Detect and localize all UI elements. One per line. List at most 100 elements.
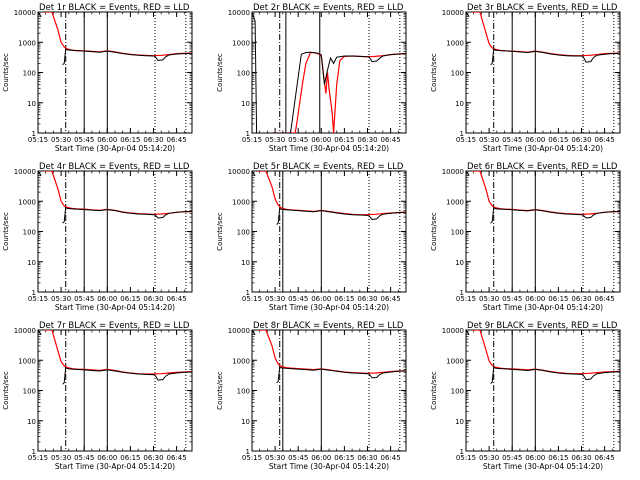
x-tick-label: 06:00 xyxy=(97,454,117,462)
y-tick-label: 100 xyxy=(23,70,36,78)
series-group xyxy=(38,171,192,224)
x-tick-label: 06:00 xyxy=(311,295,331,303)
chart-title: Det 4r BLACK = Events, RED = LLD xyxy=(39,162,190,172)
x-tick-label: 05:15 xyxy=(456,295,476,303)
y-tick-label: 10 xyxy=(455,259,464,267)
x-tick-label: 05:15 xyxy=(242,454,262,462)
x-tick-label: 05:45 xyxy=(288,295,308,303)
x-tick-label: 05:15 xyxy=(28,136,48,144)
plot-frame xyxy=(37,329,193,452)
y-axis-label: Counts/sec xyxy=(430,371,438,410)
y-tick-label: 100 xyxy=(451,229,464,237)
x-tick-label: 05:30 xyxy=(265,454,285,462)
chart-title: Det 1r BLACK = Events, RED = LLD xyxy=(39,3,190,13)
y-tick-label: 1 xyxy=(246,289,250,297)
x-tick-label: 06:15 xyxy=(548,454,568,462)
y-tick-label: 100 xyxy=(23,388,36,396)
plot-frame xyxy=(465,11,621,134)
y-tick-label: 1000 xyxy=(446,39,464,47)
y-tick-label: 10000 xyxy=(442,327,464,335)
x-tick-label: 06:45 xyxy=(595,295,615,303)
y-tick-label: 10000 xyxy=(228,327,250,335)
x-tick-label: 05:30 xyxy=(479,454,499,462)
lld-series-line xyxy=(258,171,406,216)
x-tick-label: 05:15 xyxy=(28,454,48,462)
x-tick-label: 06:45 xyxy=(381,295,401,303)
x-tick-label: 06:00 xyxy=(525,136,545,144)
x-tick-label: 05:45 xyxy=(288,136,308,144)
chart-title: Det 9r BLACK = Events, RED = LLD xyxy=(467,321,618,331)
y-tick-label: 1000 xyxy=(446,357,464,365)
x-tick-label: 05:15 xyxy=(242,295,262,303)
x-tick-label: 05:30 xyxy=(51,136,71,144)
x-tick-label: 06:15 xyxy=(548,295,568,303)
x-tick-label: 06:45 xyxy=(595,136,615,144)
x-tick-label: 05:30 xyxy=(51,454,71,462)
chart-panel-1: Det 1r BLACK = Events, RED = LLD 1 10 100 10… xyxy=(2,3,193,153)
x-tick-label: 06:15 xyxy=(548,136,568,144)
x-axis-label: Start Time (30-Apr-04 05:14:20) xyxy=(269,303,389,312)
x-axis-label: Start Time (30-Apr-04 05:14:20) xyxy=(483,303,603,312)
x-tick-label: 06:00 xyxy=(311,136,331,144)
x-tick-label: 06:45 xyxy=(381,454,401,462)
y-tick-label: 1000 xyxy=(232,39,250,47)
x-axis-label: Start Time (30-Apr-04 05:14:20) xyxy=(55,462,175,471)
x-tick-label: 06:45 xyxy=(167,295,187,303)
y-tick-label: 1000 xyxy=(18,198,36,206)
x-tick-label: 05:30 xyxy=(479,136,499,144)
chart-panel-4: Det 4r BLACK = Events, RED = LLD 1 10 100 10… xyxy=(2,162,193,312)
events-series-line xyxy=(38,171,192,224)
x-axis-label: Start Time (30-Apr-04 05:14:20) xyxy=(55,144,175,153)
x-tick-label: 06:15 xyxy=(334,454,354,462)
chart-title: Det 5r BLACK = Events, RED = LLD xyxy=(253,162,404,172)
x-tick-label: 06:15 xyxy=(120,454,140,462)
y-axis-label: Counts/sec xyxy=(2,371,10,410)
x-tick-label: 06:30 xyxy=(571,136,591,144)
y-tick-label: 1 xyxy=(32,289,36,297)
y-axis-label: Counts/sec xyxy=(2,212,10,251)
y-tick-label: 10000 xyxy=(14,327,36,335)
y-tick-label: 100 xyxy=(451,388,464,396)
y-tick-label: 10000 xyxy=(442,9,464,17)
y-tick-label: 1 xyxy=(460,448,464,456)
plot-frame xyxy=(251,170,407,293)
y-axis-label: Counts/sec xyxy=(430,53,438,92)
y-tick-label: 1000 xyxy=(232,357,250,365)
series-group xyxy=(38,330,192,385)
y-axis-label: Counts/sec xyxy=(216,371,224,410)
y-tick-label: 1 xyxy=(32,130,36,138)
y-tick-label: 1000 xyxy=(18,357,36,365)
y-axis-label: Counts/sec xyxy=(430,212,438,251)
x-tick-label: 06:30 xyxy=(143,136,163,144)
plot-frame xyxy=(37,170,193,293)
x-tick-label: 06:00 xyxy=(97,295,117,303)
x-tick-label: 05:30 xyxy=(265,136,285,144)
x-tick-label: 06:15 xyxy=(334,136,354,144)
series-group xyxy=(252,330,406,384)
events-series-line xyxy=(252,330,406,384)
y-tick-label: 10 xyxy=(241,418,250,426)
x-tick-label: 05:45 xyxy=(502,295,522,303)
x-tick-label: 06:30 xyxy=(571,295,591,303)
x-tick-label: 05:45 xyxy=(74,454,94,462)
x-tick-label: 05:45 xyxy=(502,136,522,144)
x-tick-label: 06:30 xyxy=(357,136,377,144)
series-group xyxy=(466,330,620,384)
y-tick-label: 10000 xyxy=(442,168,464,176)
y-tick-label: 100 xyxy=(451,70,464,78)
y-tick-label: 10 xyxy=(455,100,464,108)
y-tick-label: 10000 xyxy=(14,9,36,17)
plot-frame xyxy=(465,329,621,452)
x-tick-label: 05:45 xyxy=(502,454,522,462)
x-tick-label: 05:15 xyxy=(28,295,48,303)
y-tick-label: 1000 xyxy=(446,198,464,206)
events-series-line xyxy=(466,12,620,66)
chart-title: Det 6r BLACK = Events, RED = LLD xyxy=(467,162,618,172)
x-tick-label: 06:00 xyxy=(311,454,331,462)
x-tick-label: 06:00 xyxy=(97,136,117,144)
y-axis-label: Counts/sec xyxy=(216,53,224,92)
x-tick-label: 06:45 xyxy=(595,454,615,462)
plot-frame xyxy=(251,329,407,452)
events-series-line xyxy=(466,171,620,224)
